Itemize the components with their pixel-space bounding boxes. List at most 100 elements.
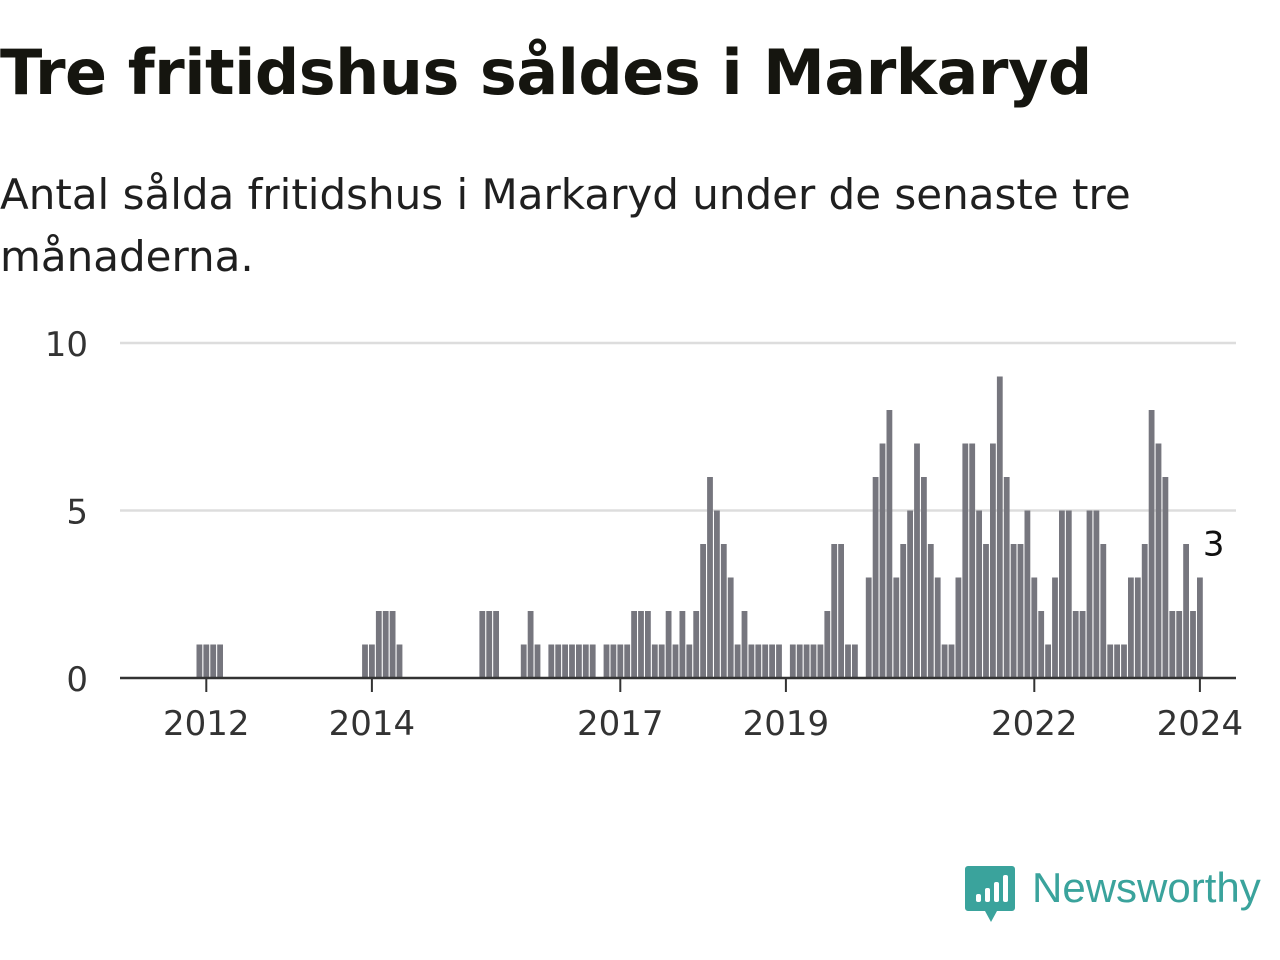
bar	[555, 644, 562, 678]
bar	[720, 544, 727, 678]
bar	[1107, 644, 1114, 678]
bar	[1128, 577, 1134, 678]
bar	[389, 611, 396, 678]
bar	[921, 477, 927, 678]
bar	[879, 443, 886, 678]
bar	[969, 443, 976, 678]
bar	[396, 644, 403, 678]
x-tick-label: 2017	[577, 704, 664, 744]
y-tick-label: 5	[66, 493, 88, 533]
bar	[990, 443, 996, 678]
bar	[769, 644, 775, 678]
bar	[603, 644, 610, 678]
bar	[810, 644, 817, 678]
bar	[955, 577, 962, 678]
y-tick-label: 0	[66, 660, 88, 700]
highlight-value-label: 3	[1203, 525, 1225, 565]
bar	[362, 644, 368, 678]
brand-name: Newsworthy	[1032, 864, 1261, 911]
bar	[1065, 510, 1072, 678]
x-tick-label: 2014	[329, 704, 416, 744]
bar	[900, 544, 907, 678]
bar	[872, 477, 879, 678]
bar	[369, 644, 375, 678]
bar	[382, 611, 389, 678]
bar	[679, 611, 686, 678]
bar	[776, 644, 782, 678]
bar	[1024, 510, 1031, 678]
bar	[582, 644, 589, 678]
bar	[203, 644, 210, 678]
bar	[1176, 611, 1183, 678]
bar	[762, 644, 769, 678]
bar	[624, 644, 631, 678]
bar-chart: 0 5 10 3 2012 2014 2017 2019 2022 2024	[45, 325, 1244, 744]
bar	[934, 577, 941, 678]
bar	[479, 611, 486, 678]
bar	[1169, 611, 1176, 678]
bar	[693, 611, 700, 678]
x-tick-label: 2019	[743, 704, 830, 744]
bar	[734, 644, 741, 678]
bar	[700, 544, 706, 678]
x-tick-label: 2012	[163, 704, 250, 744]
bar	[886, 410, 893, 678]
bar	[651, 644, 658, 678]
bar	[755, 644, 762, 678]
bar	[941, 644, 948, 678]
bar	[1134, 577, 1141, 678]
bar	[1183, 544, 1189, 678]
bar	[1100, 544, 1107, 678]
bar	[838, 544, 844, 678]
x-tick-label: 2024	[1157, 704, 1244, 744]
bar	[375, 611, 382, 678]
bar	[569, 644, 575, 678]
bar	[741, 611, 748, 678]
bar	[1031, 577, 1038, 678]
bar	[748, 644, 755, 678]
newsworthy-logo-icon	[965, 866, 1015, 922]
bar	[196, 644, 203, 678]
bar	[817, 644, 824, 678]
bar	[576, 644, 582, 678]
bar	[610, 644, 617, 678]
bar	[727, 577, 734, 678]
bar	[1121, 644, 1127, 678]
bar	[1162, 477, 1169, 678]
bar	[631, 611, 637, 678]
bar	[824, 611, 831, 678]
y-tick-label: 10	[45, 325, 88, 365]
bar	[665, 611, 672, 678]
bar	[645, 611, 651, 678]
bar	[907, 510, 913, 678]
bar	[962, 443, 969, 678]
bar	[1155, 443, 1162, 678]
chart-title: Tre fritidshus såldes i Markaryd	[0, 36, 1092, 109]
bar	[803, 644, 810, 678]
bar	[493, 611, 499, 678]
bar	[658, 644, 665, 678]
bar	[914, 443, 920, 678]
bar	[1114, 644, 1120, 678]
bar	[1190, 611, 1196, 678]
bar	[1148, 410, 1155, 678]
bar	[534, 644, 541, 678]
bar	[1017, 544, 1024, 678]
bar	[672, 644, 679, 678]
bar	[617, 644, 624, 678]
bar	[1079, 611, 1086, 678]
bar	[562, 644, 568, 678]
chart-subtitle: Antal sålda fritidshus i Markaryd under …	[0, 170, 1131, 281]
bar	[865, 577, 872, 678]
bar	[1072, 611, 1079, 678]
bar	[210, 644, 217, 678]
bar	[486, 611, 493, 678]
bar	[789, 644, 796, 678]
bar	[852, 644, 858, 678]
bar	[1045, 644, 1051, 678]
bar	[707, 477, 713, 678]
bar	[1052, 577, 1058, 678]
bar	[1003, 477, 1010, 678]
bar	[927, 544, 934, 678]
bar	[217, 644, 223, 678]
